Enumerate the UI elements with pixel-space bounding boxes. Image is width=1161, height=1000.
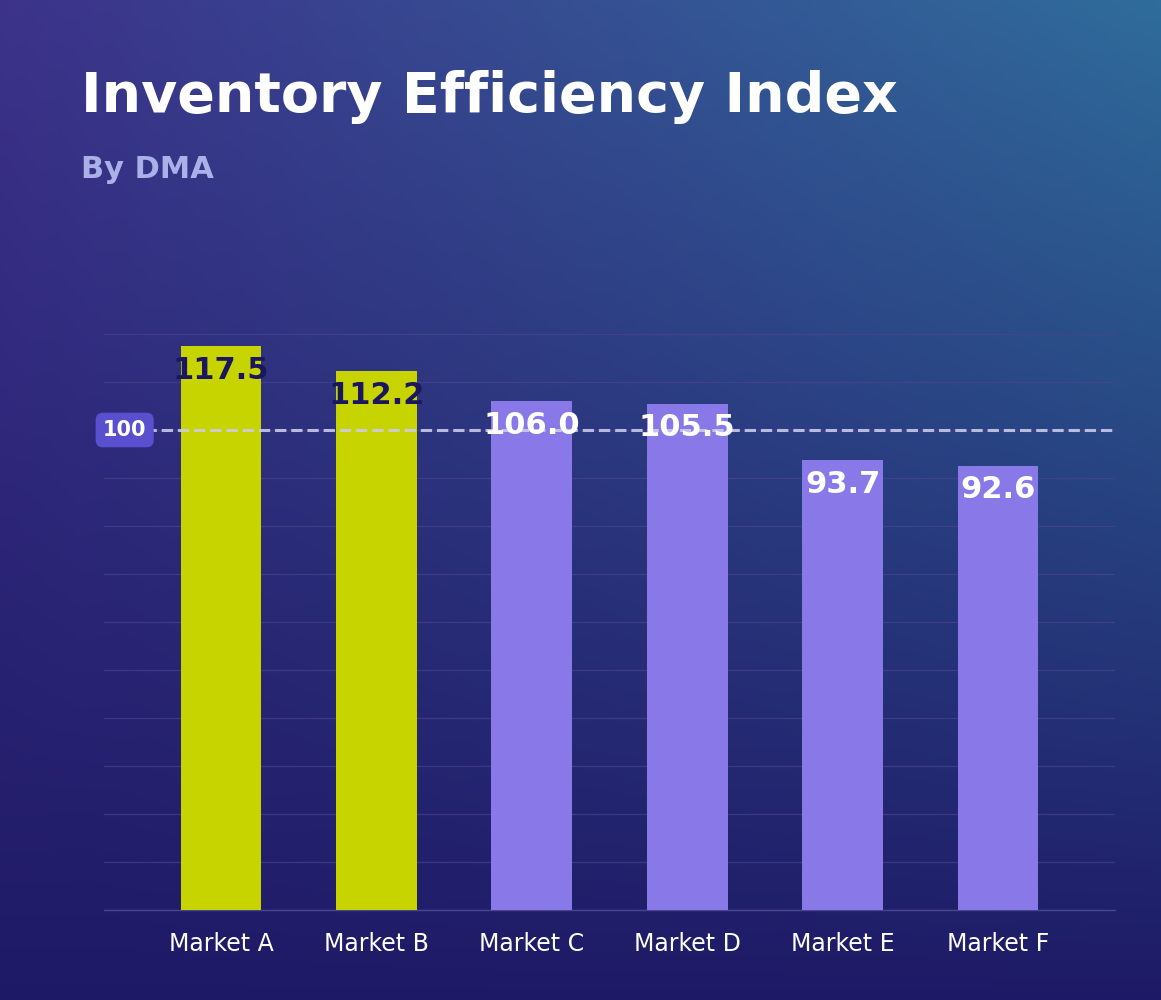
Text: By DMA: By DMA [81, 155, 214, 184]
Text: Inventory Efficiency Index: Inventory Efficiency Index [81, 70, 897, 124]
Text: 100: 100 [103, 420, 146, 440]
Bar [647, 404, 728, 910]
Text: 105.5: 105.5 [639, 413, 736, 442]
Text: 93.7: 93.7 [805, 470, 880, 499]
Bar [491, 401, 572, 910]
Bar [802, 460, 884, 910]
Bar [336, 371, 417, 910]
Text: 117.5: 117.5 [173, 356, 269, 385]
Bar [181, 346, 261, 910]
Text: 92.6: 92.6 [960, 475, 1036, 504]
Text: 106.0: 106.0 [483, 411, 580, 440]
Text: 112.2: 112.2 [329, 381, 425, 410]
Bar [958, 466, 1038, 910]
